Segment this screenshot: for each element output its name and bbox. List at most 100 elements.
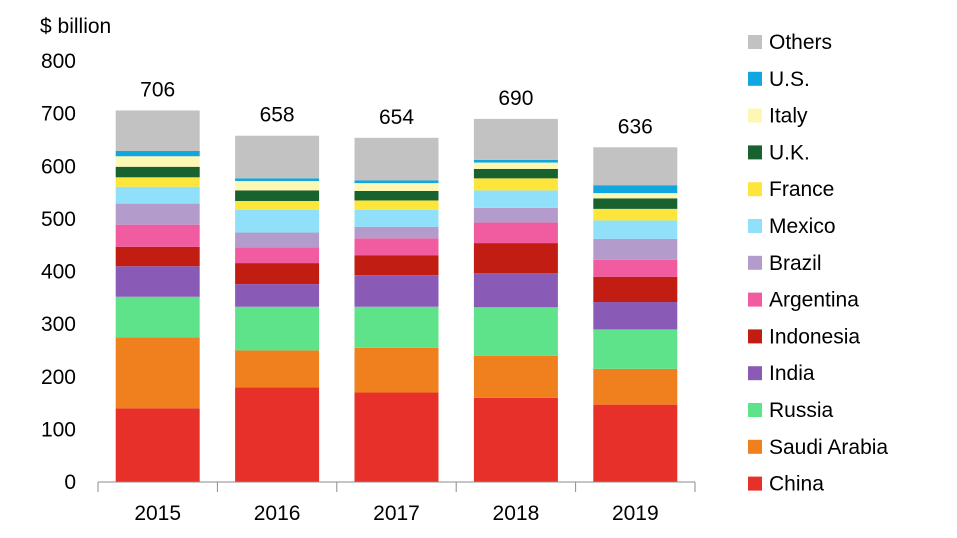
y-tick-label: 300 xyxy=(41,313,76,336)
legend-label-u-k-: U.K. xyxy=(769,141,810,164)
bar-segment-saudi-arabia-2018 xyxy=(473,355,558,398)
legend-swatch-argentina xyxy=(748,292,762,307)
bar-segment-u-k--2017 xyxy=(354,190,439,201)
bar-segment-indonesia-2019 xyxy=(593,276,678,303)
y-tick-label: 200 xyxy=(41,366,76,389)
bar-segment-china-2015 xyxy=(115,408,200,482)
bar-segment-brazil-2015 xyxy=(115,203,200,225)
bar-segment-china-2017 xyxy=(354,392,439,482)
bar-segment-others-2018 xyxy=(473,118,558,160)
bar-segment-argentina-2016 xyxy=(235,247,320,264)
bar-segment-india-2017 xyxy=(354,275,439,307)
total-label-2018: 690 xyxy=(498,87,533,110)
bar-segment-russia-2017 xyxy=(354,306,439,348)
bar-segment-indonesia-2017 xyxy=(354,255,439,276)
bar-segment-china-2018 xyxy=(473,397,558,482)
bar-segment-india-2019 xyxy=(593,302,678,330)
x-tick-label: 2015 xyxy=(134,502,181,525)
bar-segment-saudi-arabia-2017 xyxy=(354,347,439,393)
bar-segment-france-2015 xyxy=(115,177,200,187)
bar-segment-russia-2016 xyxy=(235,306,320,351)
bar-segment-india-2015 xyxy=(115,266,200,297)
legend-swatch-russia xyxy=(748,403,762,417)
bar-segment-u-k--2018 xyxy=(473,168,558,179)
bar-segment-saudi-arabia-2015 xyxy=(115,337,200,409)
y-tick-label: 600 xyxy=(41,155,76,178)
legend-label-argentina: Argentina xyxy=(769,289,859,312)
bar-segment-mexico-2015 xyxy=(115,186,200,204)
bar-segment-indonesia-2015 xyxy=(115,246,200,267)
legend-label-others: Others xyxy=(769,31,832,54)
legend-swatch-u-s- xyxy=(748,71,762,86)
bar-segment-saudi-arabia-2019 xyxy=(593,368,678,405)
legend-swatch-india xyxy=(748,366,762,381)
bar-segment-others-2019 xyxy=(593,147,678,186)
legend-swatch-china xyxy=(748,476,762,491)
bar-segment-argentina-2017 xyxy=(354,238,439,256)
bar-segment-italy-2017 xyxy=(354,183,439,191)
bar-segment-u-s--2018 xyxy=(473,159,558,163)
total-label-2015: 706 xyxy=(140,78,175,101)
y-tick-label: 500 xyxy=(41,208,76,231)
bar-segment-mexico-2017 xyxy=(354,209,439,227)
bar-segment-indonesia-2018 xyxy=(473,243,558,274)
y-tick-label: 100 xyxy=(41,418,76,441)
bar-segment-u-k--2015 xyxy=(115,166,200,178)
x-tick-label: 2019 xyxy=(612,502,659,525)
total-label-2017: 654 xyxy=(379,106,414,129)
bar-segment-u-k--2019 xyxy=(593,198,678,209)
legend-label-france: France xyxy=(769,178,834,201)
bar-segment-italy-2018 xyxy=(473,162,558,169)
legend-swatch-indonesia xyxy=(748,329,762,344)
bar-segment-russia-2018 xyxy=(473,307,558,356)
total-label-2016: 658 xyxy=(260,104,295,127)
bar-segment-u-k--2016 xyxy=(235,190,320,201)
legend-swatch-france xyxy=(748,182,762,197)
x-axis: 2015 2016 2017 2018 2019 xyxy=(97,481,696,525)
bar-segment-argentina-2018 xyxy=(473,222,558,244)
legend-label-india: India xyxy=(769,362,815,385)
bar-segment-others-2015 xyxy=(115,110,200,151)
legend-label-brazil: Brazil xyxy=(769,252,822,275)
bar-segment-brazil-2019 xyxy=(593,238,678,260)
x-tick-label: 2016 xyxy=(254,502,301,525)
bar-segment-argentina-2019 xyxy=(593,259,678,277)
x-tick-label: 2017 xyxy=(373,502,420,525)
legend-label-russia: Russia xyxy=(769,399,834,422)
bar-segment-india-2016 xyxy=(235,284,320,307)
legend-label-china: China xyxy=(769,473,824,496)
y-tick-label: 800 xyxy=(41,50,76,73)
y-axis: 0 100 200 300 400 500 600 700 800 xyxy=(41,50,76,494)
legend-label-italy: Italy xyxy=(769,105,808,128)
bar-segment-indonesia-2016 xyxy=(235,263,320,285)
bar-segment-u-s--2016 xyxy=(235,178,320,181)
legend-label-indonesia: Indonesia xyxy=(769,325,860,348)
legend-swatch-u-k- xyxy=(748,145,762,160)
legend-label-mexico: Mexico xyxy=(769,215,836,238)
bar-segment-brazil-2016 xyxy=(235,232,320,248)
bar-segment-u-s--2019 xyxy=(593,185,678,194)
bar-segment-u-s--2015 xyxy=(115,150,200,157)
legend-swatch-mexico xyxy=(748,219,762,233)
bar-segment-france-2017 xyxy=(354,200,439,210)
total-labels: 706 658 654 690 636 xyxy=(140,78,653,138)
bars xyxy=(115,110,678,482)
y-tick-label: 0 xyxy=(64,471,76,494)
bar-segment-china-2016 xyxy=(235,387,320,482)
bar-segment-mexico-2019 xyxy=(593,220,678,239)
legend-label-u-s-: U.S. xyxy=(769,68,810,91)
bar-segment-france-2018 xyxy=(473,178,558,191)
x-tick-label: 2018 xyxy=(493,502,540,525)
legend-swatch-others xyxy=(748,35,762,49)
y-tick-label: 400 xyxy=(41,261,76,284)
bar-segment-others-2016 xyxy=(235,135,320,179)
legend-swatch-brazil xyxy=(748,255,762,270)
bar-segment-brazil-2017 xyxy=(354,226,439,239)
bar-segment-russia-2019 xyxy=(593,329,678,369)
bar-segment-italy-2016 xyxy=(235,180,320,191)
total-label-2019: 636 xyxy=(618,115,653,138)
bar-segment-russia-2015 xyxy=(115,296,200,338)
legend-swatch-saudi-arabia xyxy=(748,439,762,454)
bar-segment-france-2019 xyxy=(593,208,678,221)
legend-swatch-italy xyxy=(748,108,762,123)
